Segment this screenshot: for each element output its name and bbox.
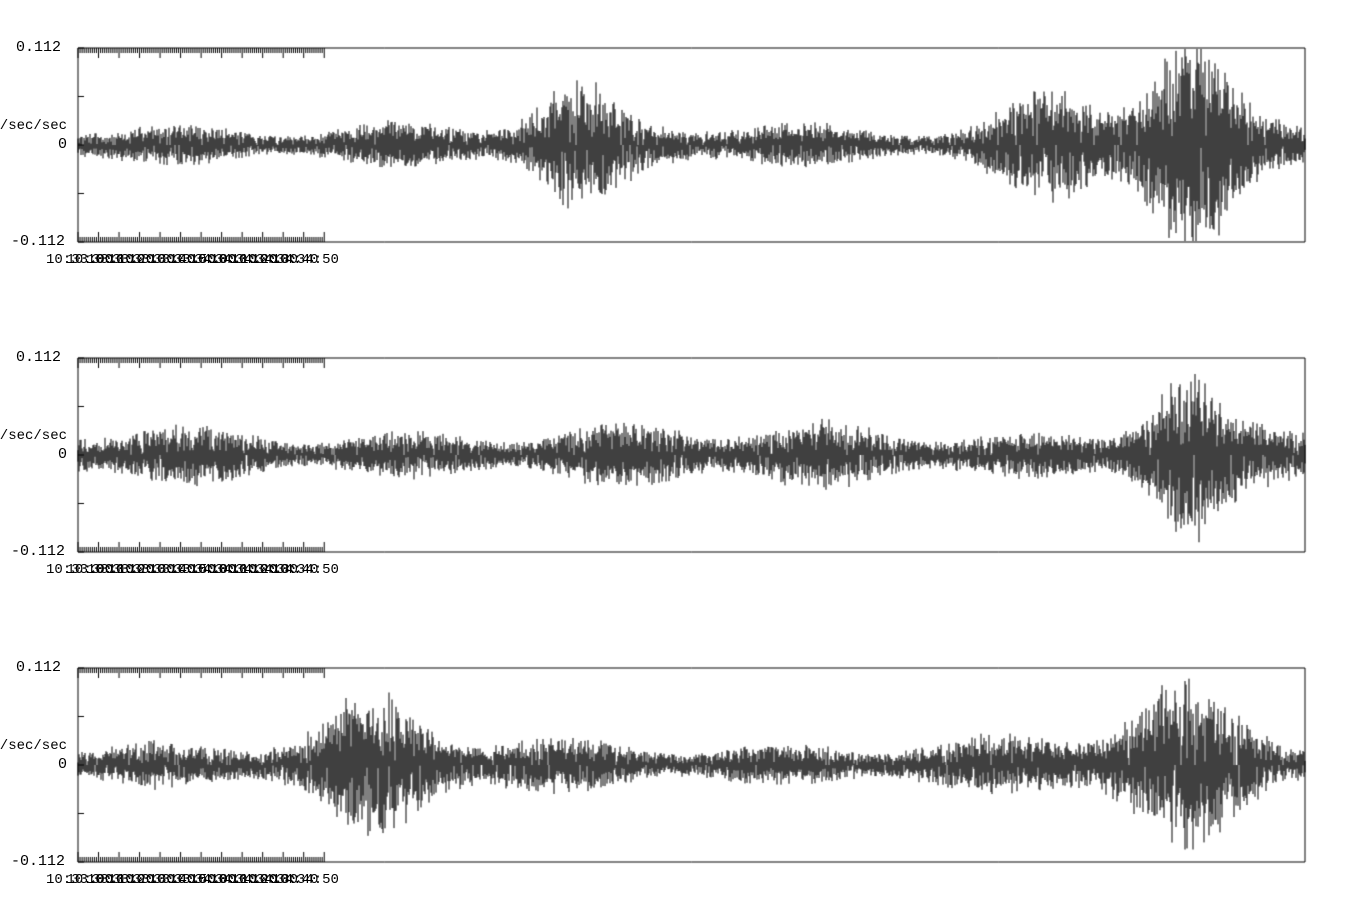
y-axis-bottom-label-panel-hnz: -0.112	[11, 853, 65, 870]
seismogram-page: 0.1120-0.112cm/sec/sec10:33:0010:33:1010…	[0, 0, 1358, 924]
y-axis-zero-label-panel-hnz: 0	[58, 756, 67, 773]
seismogram-panel-hnz: 0.1120-0.112cm/sec/sec10:33:0010:33:1010…	[0, 620, 1358, 924]
seismogram-panel-hnn: 0.1120-0.112cm/sec/sec10:33:0010:33:1010…	[0, 310, 1358, 618]
y-axis-bottom-label-panel-hnn: -0.112	[11, 543, 65, 560]
y-axis-top-label-panel-hnn: 0.112	[16, 349, 61, 366]
y-unit-label-panel-hne: cm/sec/sec	[0, 118, 70, 134]
seismogram-panel-hne: 0.1120-0.112cm/sec/sec10:33:0010:33:1010…	[0, 0, 1358, 308]
y-axis-zero-label-panel-hne: 0	[58, 136, 67, 153]
y-axis-top-label-panel-hnz: 0.112	[16, 659, 61, 676]
y-axis-zero-label-panel-hnn: 0	[58, 446, 67, 463]
time-tick-label-panel-hne-11: 10:34:50	[272, 252, 339, 268]
y-axis-top-label-panel-hne: 0.112	[16, 39, 61, 56]
time-tick-label-panel-hnz-11: 10:34:50	[272, 872, 339, 888]
y-axis-bottom-label-panel-hne: -0.112	[11, 233, 65, 250]
y-unit-label-panel-hnn: cm/sec/sec	[0, 428, 70, 444]
time-tick-label-panel-hnn-11: 10:34:50	[272, 562, 339, 578]
y-unit-label-panel-hnz: cm/sec/sec	[0, 738, 70, 754]
